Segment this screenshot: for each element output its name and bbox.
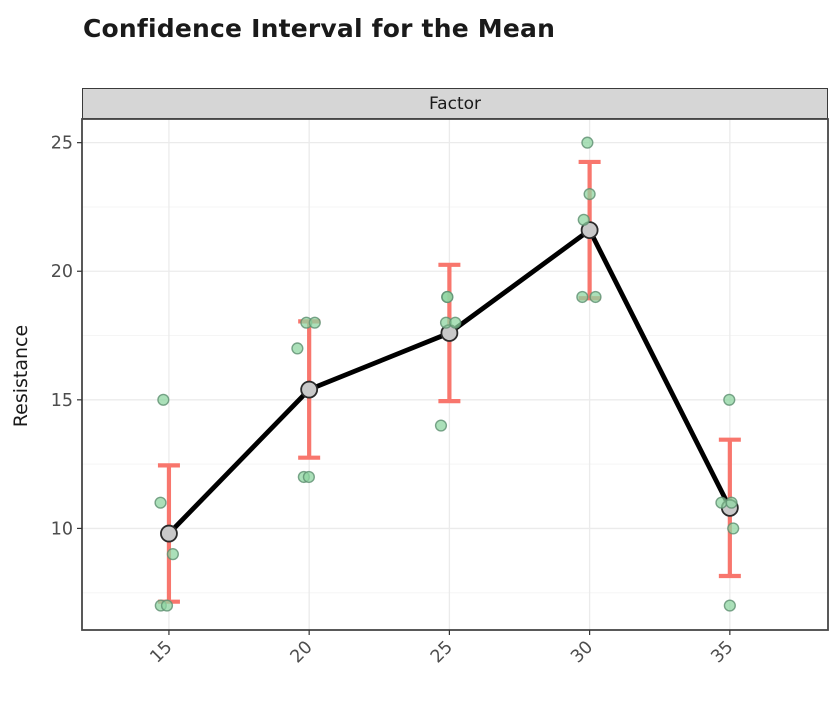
- data-point: [449, 316, 462, 329]
- data-point: [723, 393, 736, 406]
- mean-point: [300, 380, 319, 399]
- x-tick-label: 20: [287, 637, 317, 667]
- data-point: [291, 342, 304, 355]
- data-point: [727, 522, 740, 535]
- data-point: [160, 599, 174, 612]
- y-tick-label: 10: [51, 519, 73, 539]
- data-point: [157, 393, 170, 406]
- data-point: [581, 136, 594, 149]
- mean-point: [580, 221, 599, 239]
- y-tick-label: 25: [51, 134, 73, 154]
- data-point: [154, 496, 167, 509]
- data-point: [308, 316, 321, 329]
- data-point: [715, 496, 728, 509]
- panel-border: [81, 118, 829, 631]
- x-tick-label: 25: [427, 637, 457, 667]
- data-point: [725, 496, 738, 509]
- facet-strip-label: Factor: [428, 93, 482, 114]
- data-point: [577, 213, 590, 226]
- y-tick-label: 15: [51, 391, 73, 411]
- data-point: [166, 548, 179, 561]
- data-point: [589, 290, 602, 304]
- data-point: [441, 290, 454, 304]
- y-tick-label: 20: [51, 262, 73, 282]
- data-point: [434, 419, 448, 432]
- facet-strip: Factor: [82, 88, 828, 119]
- data-point: [583, 187, 596, 201]
- data-point: [302, 470, 315, 484]
- x-tick-label: 30: [567, 637, 597, 667]
- panel-background: [82, 119, 828, 630]
- data-point: [576, 290, 589, 304]
- chart-title: Confidence Interval for the Mean: [83, 14, 556, 43]
- x-tick-label: 35: [707, 637, 737, 667]
- x-tick-label: 15: [147, 637, 177, 667]
- mean-point: [160, 524, 178, 543]
- data-point: [723, 599, 736, 612]
